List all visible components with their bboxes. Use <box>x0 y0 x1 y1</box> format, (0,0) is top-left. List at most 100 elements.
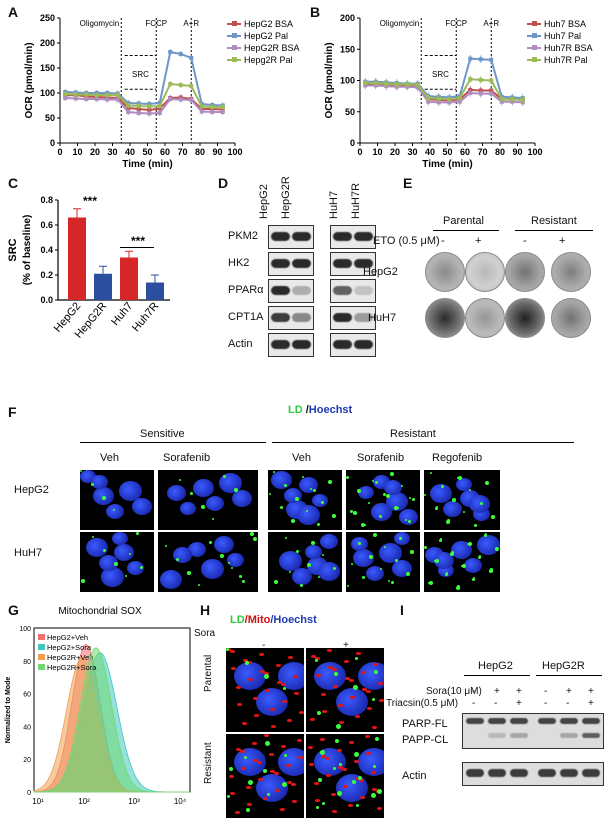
lipid-droplet <box>310 488 312 490</box>
mitochondrion <box>322 710 327 713</box>
h-micrograph <box>226 734 304 818</box>
lipid-droplet <box>295 497 299 501</box>
d-band <box>292 286 311 295</box>
lipid-droplet <box>250 532 254 536</box>
d-band <box>292 313 311 322</box>
lipid-droplet <box>350 510 353 513</box>
i-band-parp-fl <box>466 718 484 724</box>
x-tick-label: 100 <box>527 147 542 157</box>
lipid-droplet <box>322 802 325 805</box>
i-row-parpfl: PARP-FL <box>402 718 448 730</box>
lipid-droplet <box>375 481 378 484</box>
mitochondrion <box>361 671 366 674</box>
colony-well <box>551 252 591 292</box>
f-title-sep: / <box>302 404 309 416</box>
src-label: SRC <box>432 70 449 79</box>
nucleus <box>451 541 472 559</box>
mitochondrion <box>281 683 286 686</box>
data-point <box>189 84 194 88</box>
nucleus <box>101 567 124 587</box>
y-tick-label: 60 <box>23 692 31 699</box>
lipid-droplet <box>320 750 325 755</box>
data-point <box>489 57 494 62</box>
data-point <box>447 97 452 102</box>
i-band-parp-fl <box>582 718 600 724</box>
mitochondrion <box>348 804 353 807</box>
d-col-label: HepG2 <box>258 184 270 219</box>
data-point <box>126 103 131 108</box>
h-row-parental: Parental <box>203 654 214 692</box>
legend-marker <box>532 57 537 62</box>
x-tick-label: Huh7R <box>130 300 161 334</box>
i-blot-parp <box>462 713 604 749</box>
mitochondrion <box>258 778 263 781</box>
legend-marker <box>232 33 237 38</box>
mitochondrion <box>259 653 264 656</box>
lipid-droplet <box>317 523 320 526</box>
data-point <box>478 57 483 62</box>
nucleus <box>206 496 224 511</box>
lipid-droplet <box>92 536 94 538</box>
lipid-droplet <box>265 741 270 746</box>
data-point <box>520 97 525 102</box>
y-tick-label: 0.6 <box>40 220 53 230</box>
mitochondrion <box>328 666 333 669</box>
lipid-droplet <box>346 476 349 479</box>
lipid-droplet <box>461 565 463 567</box>
i-sora-sign: - <box>472 686 476 697</box>
lipid-droplet <box>333 567 336 570</box>
marker-label: FCCP <box>145 19 167 28</box>
data-point <box>220 110 225 114</box>
nucleus <box>320 534 338 549</box>
lipid-droplet <box>456 586 460 590</box>
mitochondrion <box>230 792 235 795</box>
i-band-actin <box>582 769 600 777</box>
mitochondrion <box>287 781 292 784</box>
panel-i-western: HepG2 HepG2R Sora(10 μM) Triacsin(0.5 μM… <box>386 600 607 812</box>
colony-well <box>551 298 591 338</box>
nucleus <box>167 485 186 501</box>
lipid-droplet <box>339 763 342 766</box>
data-point <box>178 97 183 102</box>
lipid-droplet <box>386 494 390 498</box>
mitochondrion <box>257 761 262 764</box>
panel-label-c: C <box>8 175 19 191</box>
nucleus <box>201 559 224 579</box>
d-band <box>292 232 311 241</box>
lipid-droplet <box>140 566 143 569</box>
lipid-droplet <box>401 485 403 487</box>
lipid-droplet <box>300 584 303 587</box>
colony-well <box>425 298 465 338</box>
mitochondrion <box>333 685 338 688</box>
lipid-droplet <box>373 765 376 768</box>
x-tick-label: 70 <box>477 147 487 157</box>
mitochondrion <box>366 752 371 755</box>
mitochondrion <box>339 721 344 724</box>
e-sign: + <box>475 235 482 247</box>
lipid-droplet <box>435 507 438 510</box>
i-sora-sign: + <box>566 686 572 697</box>
d-band <box>271 340 290 349</box>
legend-label: HepG2R+Sora <box>47 663 97 672</box>
histogram-area <box>33 647 190 793</box>
legend-swatch <box>38 664 45 670</box>
lipid-droplet <box>306 510 308 512</box>
data-point <box>210 105 215 109</box>
mitochondrion <box>320 738 325 741</box>
nucleus <box>234 662 266 690</box>
lipid-droplet <box>354 752 359 757</box>
d-row-label: PPARα <box>228 284 264 296</box>
ocr-chart-b: 0 50 100 150 200 0 10 20 30 40 50 60 70 80 90 100 Time (… <box>324 13 593 170</box>
lipid-droplet <box>239 575 242 578</box>
mitochondrion <box>321 755 326 758</box>
data-point <box>63 96 68 100</box>
lipid-droplet <box>316 806 319 809</box>
nucleus <box>477 535 500 555</box>
lipid-droplet <box>114 562 118 566</box>
mitochondrion <box>332 668 337 671</box>
legend-label: Huh7 BSA <box>544 19 586 29</box>
x-tick-label: 50 <box>142 147 152 157</box>
e-row-huh7: HuH7 <box>368 312 397 324</box>
mitochondrion <box>293 675 298 678</box>
i-row-pappcl: PAPP-CL <box>402 734 449 746</box>
